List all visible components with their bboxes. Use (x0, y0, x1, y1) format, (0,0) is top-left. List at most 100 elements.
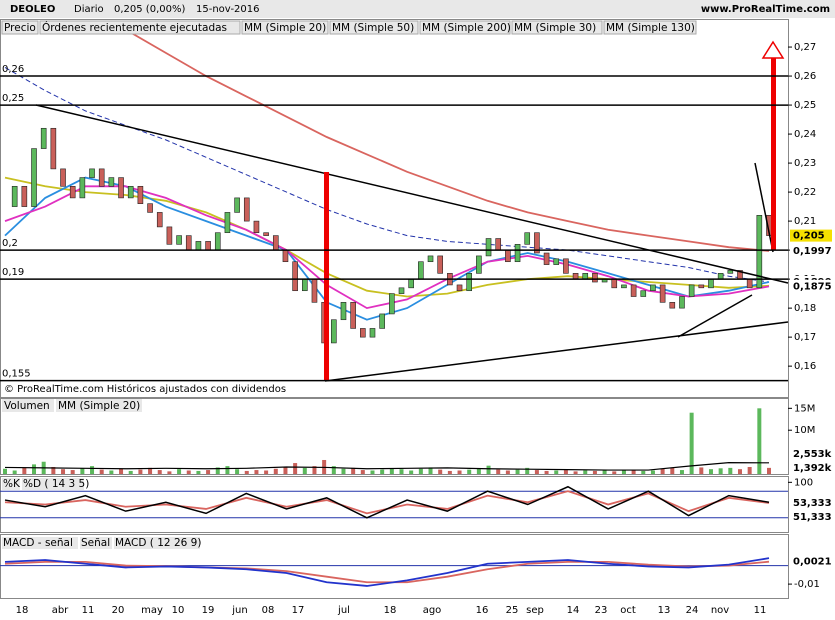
candle (176, 235, 182, 245)
volume-bar (457, 470, 462, 474)
candle (563, 258, 569, 274)
panel-label-bg (2, 399, 54, 412)
legend-box (511, 20, 603, 35)
site: www.ProRealTime.com (701, 4, 830, 15)
panel-label-bg (2, 478, 20, 490)
candle (243, 197, 250, 222)
candle (708, 278, 714, 289)
volume-bar (360, 470, 365, 474)
level-label: 0,26 (2, 64, 24, 75)
badge-bg (790, 461, 832, 474)
candle (514, 244, 521, 263)
volume-bar (128, 470, 133, 474)
volume-bar (563, 470, 568, 474)
volume-bar (515, 469, 520, 474)
x-tick-label: 18 (384, 605, 397, 616)
x-tick-label: nov (711, 605, 729, 616)
volume-bar (273, 468, 278, 474)
volume-bar (525, 467, 530, 474)
candle (746, 278, 753, 289)
panel-label-bg (114, 537, 200, 549)
legend-entry: MM (Simple 50) (332, 22, 414, 34)
volume-bar (689, 412, 694, 474)
badge-bg (790, 280, 832, 293)
volume-bar (244, 470, 249, 474)
stoch-plot (0, 485, 788, 519)
volume-bar (767, 467, 771, 474)
volume-bar (592, 470, 597, 474)
volume-bar (302, 467, 307, 474)
candle (263, 232, 269, 236)
badge-bg (790, 447, 832, 460)
candle (418, 261, 424, 280)
panel-label: Volumen (4, 400, 50, 412)
candle (185, 235, 192, 251)
volume-bar (167, 471, 172, 474)
candle (89, 168, 95, 178)
volume-bar (583, 470, 588, 474)
volume-bar (70, 470, 75, 474)
legend-box (241, 20, 329, 35)
volume-bar (621, 470, 626, 474)
x-tick-label: 11 (754, 605, 767, 616)
volume-bar (496, 469, 501, 474)
volume-plot (3, 408, 771, 474)
y-tick-label: -0,01 (794, 579, 820, 590)
footer: © ProRealTime.com Históricos ajustados c… (4, 383, 286, 395)
candle (224, 212, 231, 234)
candle (21, 185, 28, 207)
volume-bar (670, 467, 675, 474)
volume-bar (293, 463, 298, 474)
badge-label: 53,333 (793, 498, 832, 509)
candle (698, 284, 705, 289)
candle (205, 241, 211, 251)
stoch-line (4, 485, 770, 519)
volume-bar (341, 468, 346, 474)
x-tick-label: 18 (16, 605, 29, 616)
candle (389, 293, 395, 315)
legend-box (329, 20, 419, 35)
volume-bar (119, 468, 124, 474)
x-tick-label: 23 (595, 605, 608, 616)
y-tick-label: 0,25 (794, 100, 816, 111)
x-tick-label: 19 (202, 605, 215, 616)
volume-bar (428, 467, 433, 474)
volume-bar (505, 470, 510, 474)
period: Diario (74, 4, 104, 15)
volume-bar (177, 469, 182, 474)
y-tick-label: 0,21 (794, 216, 816, 227)
x-tick-label: 17 (292, 605, 305, 616)
candle (31, 148, 37, 207)
candle (534, 232, 540, 254)
candle (466, 273, 473, 292)
level-label: 0,2 (2, 238, 18, 249)
panel-label: MACD - señal (3, 537, 73, 549)
y-tick-label: 0,18 (794, 303, 816, 314)
x-tick-label: 25 (506, 605, 519, 616)
panel-label-bg (80, 537, 112, 549)
volume-bar (283, 466, 288, 474)
volume-bar (737, 469, 742, 474)
candle (282, 249, 289, 263)
arrow-head (761, 40, 785, 59)
volume-bar (61, 469, 66, 474)
y-tick-label: 0,27 (794, 42, 816, 53)
moving-average (4, 176, 770, 321)
candle (234, 197, 240, 213)
candle (311, 278, 318, 303)
candle (717, 273, 724, 280)
level-label: 0,19 (2, 267, 24, 278)
candle (630, 284, 637, 297)
candle (679, 296, 685, 309)
panel-label: MM (Simple 20) (58, 400, 140, 412)
volume-bar (312, 466, 317, 474)
x-tick-label: 14 (567, 605, 580, 616)
candle (301, 278, 308, 292)
candle (727, 270, 734, 274)
badge-label: 0,0021 (793, 557, 832, 568)
y-tick-label: 0,17 (794, 332, 816, 343)
x-tick-label: jul (337, 605, 350, 616)
badge-label: 1,392k (793, 463, 832, 474)
volume-bar (370, 470, 375, 474)
candle (137, 185, 144, 204)
